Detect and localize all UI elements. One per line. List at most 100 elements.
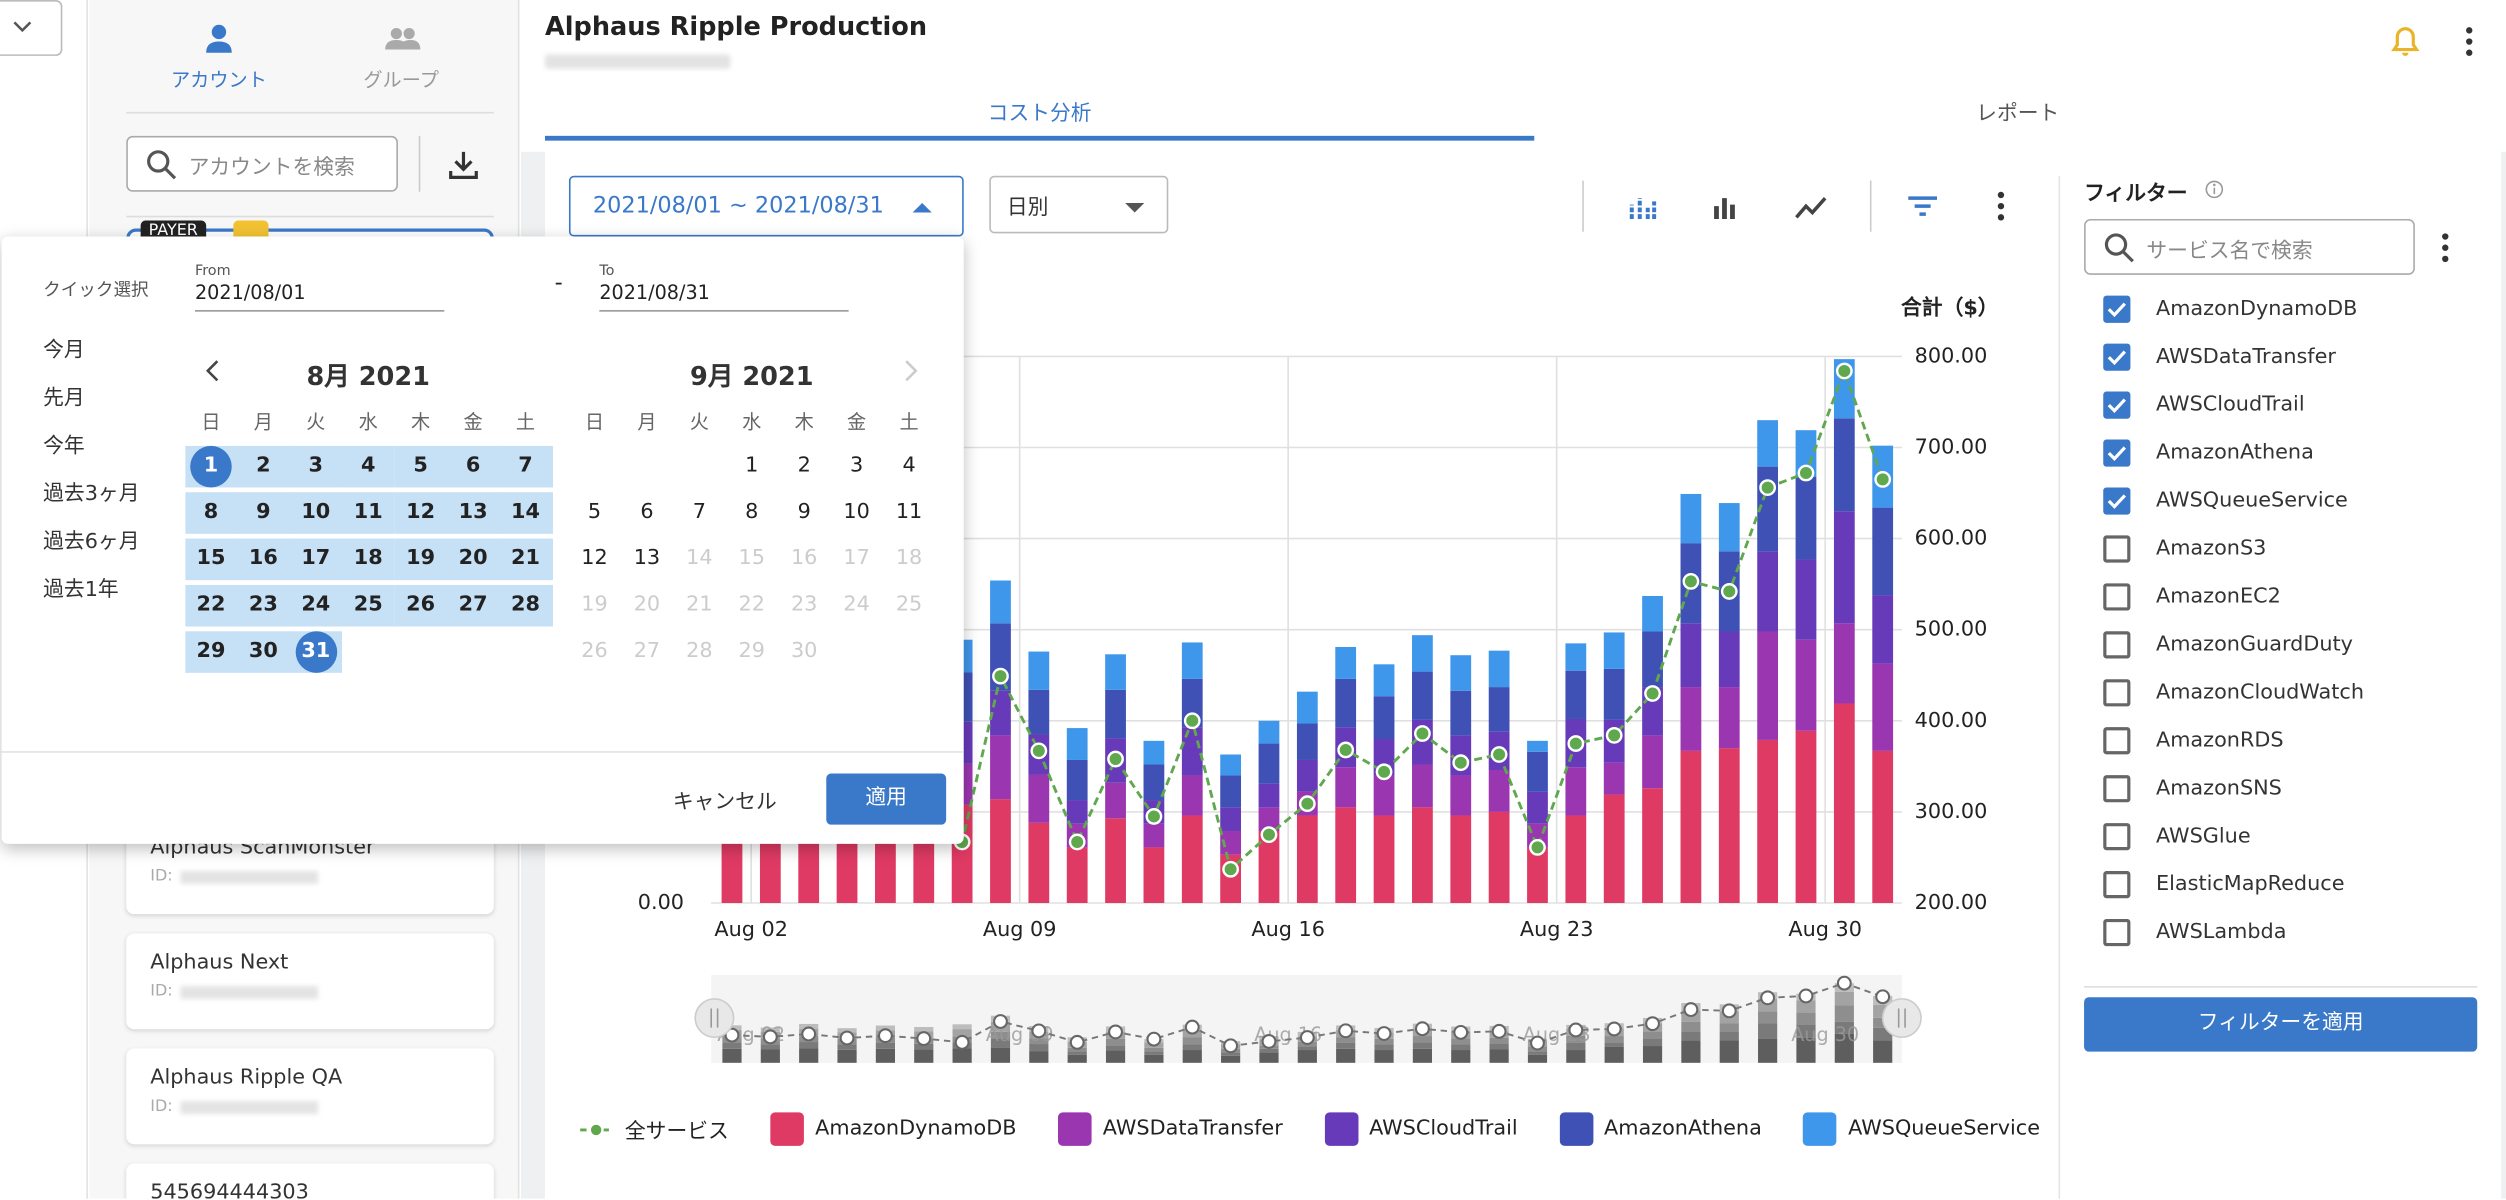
day[interactable]: 21 — [686, 592, 713, 617]
checkbox[interactable] — [2103, 631, 2131, 659]
day[interactable]: 29 — [738, 639, 765, 664]
menu-icon[interactable] — [2434, 229, 2456, 267]
day[interactable]: 5 — [413, 453, 428, 478]
day[interactable]: 18 — [353, 546, 383, 571]
checkbox[interactable] — [2103, 918, 2131, 947]
filter-icon[interactable] — [1905, 190, 1940, 222]
day[interactable]: 3 — [850, 453, 864, 478]
day[interactable]: 24 — [843, 592, 870, 617]
day[interactable]: 2 — [797, 453, 811, 478]
day[interactable]: 10 — [843, 500, 870, 525]
prev-month[interactable] — [200, 356, 226, 385]
legend-item[interactable]: AmazonAthena — [1559, 1112, 1762, 1146]
day[interactable]: 23 — [790, 592, 818, 617]
navigator-handle[interactable] — [694, 998, 735, 1039]
day[interactable]: 16 — [790, 546, 818, 571]
day[interactable]: 13 — [458, 500, 488, 525]
next-month[interactable] — [898, 356, 924, 385]
dropdown[interactable] — [0, 0, 63, 56]
day[interactable]: 28 — [686, 639, 713, 664]
day[interactable]: 14 — [511, 500, 540, 525]
alert-icon[interactable] — [2388, 22, 2423, 60]
from-value[interactable]: 2021/08/01 — [194, 281, 306, 304]
day[interactable]: 27 — [633, 639, 661, 664]
day[interactable]: 29 — [196, 639, 226, 664]
day[interactable]: 2 — [256, 453, 271, 478]
checkbox[interactable] — [2103, 775, 2131, 803]
day[interactable]: 23 — [248, 592, 278, 617]
download-icon[interactable] — [446, 147, 481, 182]
day[interactable]: 12 — [406, 500, 436, 525]
day[interactable]: 22 — [196, 592, 226, 617]
day[interactable]: 16 — [248, 546, 278, 571]
legend-item[interactable]: AmazonDynamoDB — [770, 1112, 1016, 1146]
quick-option[interactable]: 今月 — [43, 338, 85, 363]
day[interactable]: 15 — [196, 546, 226, 571]
day[interactable]: 6 — [640, 500, 654, 525]
date-range-select[interactable]: 2021/08/01 ~ 2021/08/31 — [568, 175, 964, 237]
day[interactable]: 31 — [301, 639, 331, 664]
checkbox[interactable] — [2103, 535, 2131, 563]
day[interactable]: 15 — [738, 546, 765, 571]
day[interactable]: 20 — [633, 592, 661, 617]
checkbox[interactable] — [2103, 679, 2131, 707]
checkbox[interactable] — [2103, 823, 2131, 851]
service-search[interactable]: サービス名で検索 — [2084, 218, 2415, 275]
day[interactable]: 13 — [633, 546, 661, 571]
quick-option[interactable]: 過去3ヶ月 — [43, 482, 140, 507]
legend-item[interactable]: 全サービス — [579, 1113, 729, 1145]
day[interactable]: 30 — [790, 639, 818, 664]
day[interactable]: 7 — [692, 500, 706, 525]
day[interactable]: 24 — [301, 592, 331, 617]
apply-button[interactable]: 適用 — [826, 773, 947, 825]
legend-item[interactable]: AWSQueueService — [1803, 1112, 2040, 1146]
day[interactable]: 12 — [581, 546, 608, 571]
day[interactable]: 5 — [587, 500, 602, 525]
day[interactable]: 9 — [797, 500, 811, 525]
day[interactable]: 25 — [895, 592, 923, 617]
day[interactable]: 30 — [248, 639, 278, 664]
menu-icon[interactable] — [1990, 187, 2012, 225]
day[interactable]: 6 — [465, 453, 481, 478]
checkbox[interactable] — [2103, 391, 2131, 419]
day[interactable]: 4 — [360, 453, 376, 478]
checkbox[interactable] — [2103, 727, 2131, 755]
legend-item[interactable]: AWSCloudTrail — [1324, 1112, 1518, 1146]
day[interactable]: 9 — [256, 500, 271, 525]
checkbox[interactable] — [2103, 871, 2131, 899]
day[interactable]: 1 — [745, 453, 759, 478]
quick-option[interactable]: 過去6ヶ月 — [43, 530, 140, 555]
account-card[interactable]: 545694444303 — [126, 1163, 494, 1199]
day[interactable]: 3 — [308, 453, 324, 478]
bar-icon[interactable] — [1708, 190, 1740, 222]
info-icon[interactable] — [2204, 179, 2225, 200]
quick-option[interactable]: 過去1年 — [43, 578, 119, 603]
day[interactable]: 8 — [203, 500, 219, 525]
day[interactable]: 19 — [581, 592, 608, 617]
day[interactable]: 25 — [353, 592, 383, 617]
day[interactable]: 26 — [581, 639, 608, 664]
checkbox[interactable] — [2103, 439, 2131, 467]
day[interactable]: 19 — [406, 546, 436, 571]
day[interactable]: 17 — [843, 546, 870, 571]
quick-option[interactable]: 今年 — [43, 434, 85, 459]
tab[interactable]: レポート — [1976, 102, 2060, 127]
day[interactable]: 10 — [301, 500, 331, 525]
day[interactable]: 22 — [738, 592, 765, 617]
granularity-select[interactable]: 日別 — [989, 175, 1169, 234]
day[interactable]: 11 — [895, 500, 923, 525]
quick-option[interactable]: 先月 — [43, 386, 85, 411]
account-card[interactable]: Alphaus Next ID: — [126, 933, 494, 1030]
legend-item[interactable]: AWSDataTransfer — [1058, 1112, 1283, 1146]
stacked-bar-icon[interactable] — [1625, 190, 1657, 222]
apply-filter-button[interactable]: フィルターを適用 — [2084, 997, 2478, 1052]
sidebar-tab[interactable]: アカウント — [171, 68, 267, 92]
account-search[interactable]: アカウントを検索 — [126, 135, 398, 192]
day[interactable]: 26 — [406, 592, 436, 617]
day[interactable]: 4 — [902, 453, 916, 478]
checkbox[interactable] — [2103, 487, 2131, 515]
day[interactable]: 21 — [511, 546, 540, 571]
day[interactable]: 20 — [458, 546, 488, 571]
sidebar-tab[interactable]: グループ — [363, 68, 439, 92]
checkbox[interactable] — [2103, 583, 2131, 611]
